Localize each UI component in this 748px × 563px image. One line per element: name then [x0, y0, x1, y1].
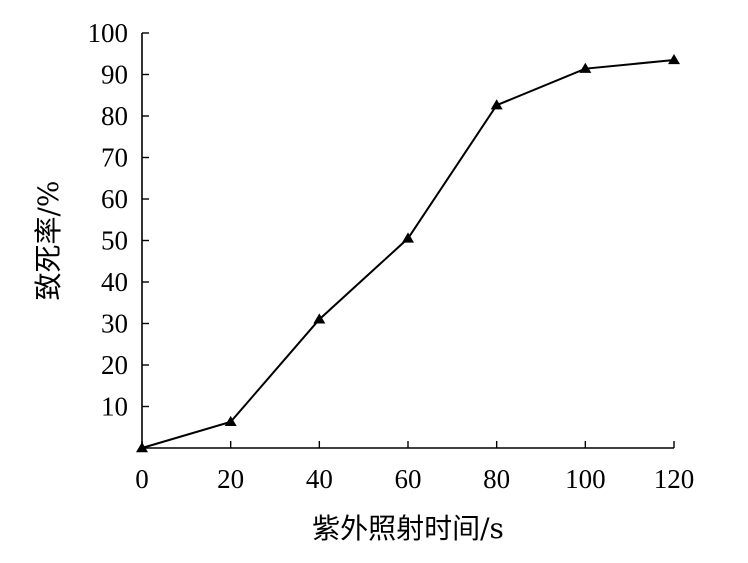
y-tick-label: 90 [101, 60, 128, 90]
data-point-marker [136, 442, 148, 453]
y-tick-label: 100 [88, 18, 129, 48]
y-tick-label: 20 [101, 350, 128, 380]
y-tick-label: 50 [101, 226, 128, 256]
y-axis-title: 致死率/% [32, 180, 65, 300]
y-ticks: 10 20 30 40 50 60 70 80 90 100 [88, 18, 149, 422]
data-point-marker [579, 62, 592, 73]
y-tick-label: 40 [101, 267, 128, 297]
x-tick-label: 120 [654, 464, 695, 494]
data-point-marker [490, 99, 503, 110]
y-tick-label: 70 [101, 143, 128, 173]
x-tick-label: 60 [395, 464, 422, 494]
y-tick-label: 10 [101, 392, 128, 422]
x-tick-label: 20 [217, 464, 244, 494]
data-point-marker [668, 53, 680, 65]
data-point-marker [402, 232, 414, 243]
x-tick-label: 0 [135, 464, 149, 494]
x-tick-label: 100 [565, 464, 606, 494]
x-ticks: 0 20 40 60 80 100 120 [135, 441, 694, 494]
x-tick-label: 80 [483, 464, 510, 494]
x-axis-title: 紫外照射时间/s [312, 512, 504, 545]
data-point-marker [224, 415, 237, 427]
y-tick-label: 30 [101, 309, 128, 339]
y-tick-label: 60 [101, 184, 128, 214]
y-tick-label: 80 [101, 101, 128, 131]
data-point-marker [313, 313, 326, 324]
x-tick-label: 40 [306, 464, 333, 494]
series-line [141, 58, 675, 449]
series-layer [136, 53, 680, 453]
